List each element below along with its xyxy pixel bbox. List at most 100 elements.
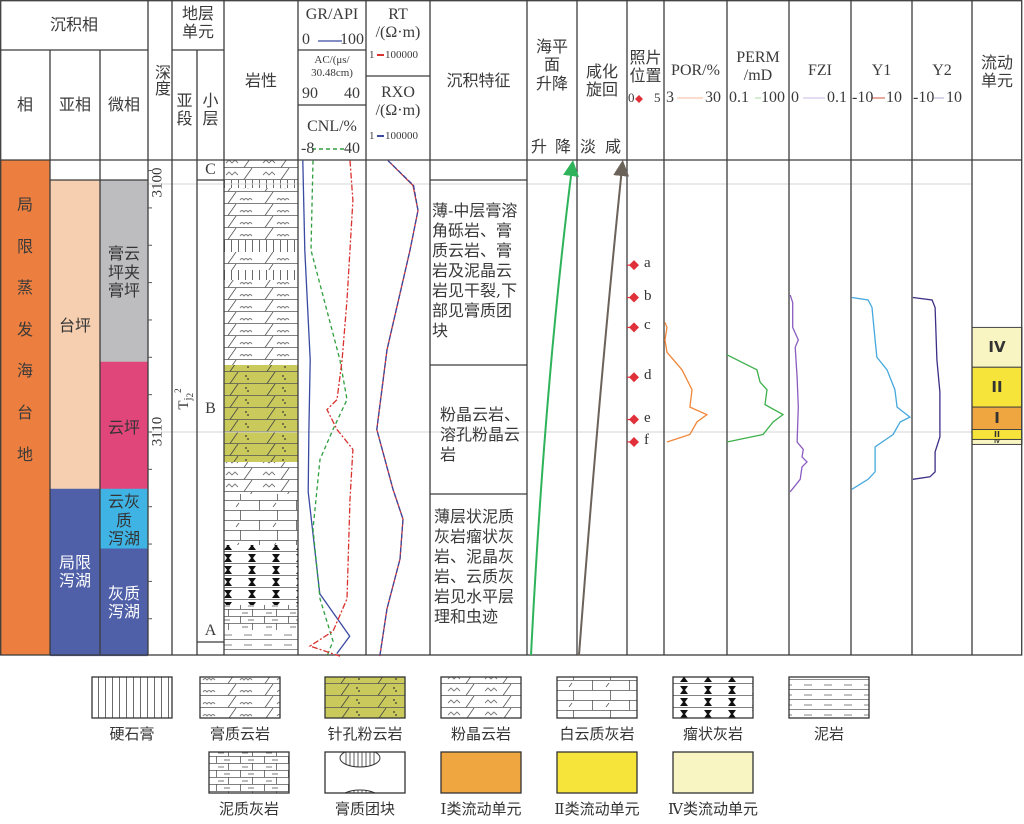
por-curve	[664, 322, 709, 443]
legend-swatch-dolls	[556, 676, 638, 719]
legend-swatch-nodular	[672, 676, 754, 719]
header-perm: PERM /mD	[736, 49, 780, 85]
flow-unit-bands	[971, 326, 1023, 445]
subfacies-bands	[50, 180, 100, 657]
legend	[91, 676, 870, 794]
legend-label: 瘤状灰岩	[682, 725, 743, 743]
legend-swatch-flow-unit	[440, 751, 522, 794]
header-por: POR/%	[671, 62, 720, 79]
header-gr-label: GR/API	[305, 6, 359, 23]
photo-label: e	[644, 409, 651, 426]
litho-layer-anhydrite	[224, 270, 298, 280]
header-ac-max: 40	[344, 85, 360, 102]
litho-layer-nodular-limestone	[224, 545, 298, 605]
legend-label: 泥岩	[813, 725, 844, 743]
sub-member-superscript: 2	[173, 388, 183, 393]
litho-layer-anhydrite	[224, 240, 298, 252]
legend-swatch-nodule	[324, 751, 406, 794]
header-rxo-max: 100000	[385, 130, 418, 142]
photo-label: f	[644, 431, 649, 448]
lithology-column	[224, 160, 298, 655]
feature-text-lower: 薄层状泥质灰岩瘤状灰岩、泥晶灰岩、云质灰岩见水平层理和虫迹	[434, 507, 515, 626]
sub-member-j: j	[182, 397, 194, 401]
litho-layer-pinhole-dolomite	[224, 365, 298, 462]
header-y1-min: -10	[852, 89, 874, 106]
header-flow-unit: 流动 单元	[980, 53, 1013, 91]
small-layer-b: B	[205, 400, 216, 417]
header-cnl-label: CNL/%	[307, 118, 357, 135]
microfacies-label: 云坪	[107, 417, 140, 437]
feature-text-middle: 粉晶云岩、溶孔粉晶云岩	[440, 405, 521, 464]
log-curves	[302, 160, 941, 657]
subfacies-band	[50, 180, 100, 492]
legend-swatch-gypdol	[199, 676, 281, 719]
litho-layer-mudstone	[224, 630, 298, 655]
photo-label: c	[644, 317, 651, 334]
microfacies-label: 云灰 质 泻湖	[107, 492, 140, 548]
header-facies: 相	[16, 95, 33, 114]
header-sea-level-rise: 升	[531, 137, 548, 156]
microfacies-band	[100, 361, 148, 492]
flow-unit-label: IV	[988, 338, 1006, 357]
rxo-curve	[376, 160, 419, 657]
header-y2-min: -10	[913, 89, 935, 106]
legend-label: 针孔粉云岩	[327, 725, 403, 743]
header-sea-level-fall: 降	[555, 137, 572, 156]
header-por-max: 30	[705, 89, 721, 106]
photo-label: a	[644, 255, 651, 272]
subfacies-label: 局限 泻湖	[58, 552, 91, 591]
header-perm-min: 0.1	[729, 89, 749, 106]
microfacies-label: 灰质 泻湖	[107, 583, 140, 622]
header-perm-max: 100	[761, 89, 785, 106]
header-gr-min: 0	[302, 31, 310, 48]
header-salinity-saline: 咸	[605, 137, 622, 156]
legend-swatch-flow-unit	[672, 751, 754, 794]
depth-label-3100: 3100	[149, 167, 166, 198]
microfacies-band	[100, 180, 148, 365]
legend-label: 硬石膏	[109, 725, 155, 743]
litho-layer-silt-dolomite	[224, 462, 298, 494]
photo-legend-diamond-icon	[635, 95, 643, 103]
header-photo-min: 0	[628, 90, 635, 105]
header-fzi-min: 0	[791, 89, 799, 106]
y1-curve	[851, 296, 912, 490]
flow-unit-label: IV	[994, 438, 1000, 445]
photo-diamond-icon	[629, 414, 639, 425]
salinity-curve	[578, 160, 630, 656]
subfacies-label: 台坪	[58, 316, 91, 336]
flow-unit-label: I	[994, 409, 1000, 428]
header-sub-member: 亚 段	[176, 91, 193, 129]
header-cnl-min: -8	[301, 140, 315, 157]
y2-curve	[912, 296, 941, 480]
legend-label: Ⅰ类流动单元	[440, 800, 522, 818]
sub-member-label: Tj22	[173, 379, 195, 419]
flow-unit-label: II	[994, 429, 1000, 439]
facies-band	[0, 160, 50, 655]
gr-curve	[302, 160, 351, 654]
litho-layer-gypsum-dolomite	[224, 252, 298, 270]
header-gr-max: 100	[340, 31, 364, 48]
photo-label: d	[644, 367, 652, 384]
header-rxo-min: 1	[369, 130, 375, 142]
microfacies-band	[100, 488, 148, 552]
header-y2-max: 10	[946, 89, 962, 106]
header-rt-label: RT /(Ω·m)	[375, 6, 421, 42]
perm-curve	[726, 354, 785, 443]
header-y2: Y2	[932, 62, 952, 79]
legend-label: 膏质团块	[334, 800, 395, 818]
subfacies-band	[50, 488, 100, 657]
header-fzi: FZI	[808, 62, 832, 79]
rt-curve	[376, 160, 419, 657]
photo-label: b	[644, 287, 652, 304]
header-fzi-max: 0.1	[827, 89, 847, 106]
depth-label-3110: 3110	[149, 416, 166, 447]
depth-ticks	[148, 170, 152, 620]
sub-member-name: T	[176, 400, 192, 410]
legend-label: 白云质灰岩	[559, 725, 635, 743]
header-subfacies: 亚相	[58, 95, 91, 114]
legend-swatch-flow-unit	[556, 751, 638, 794]
litho-layer-marly-limestone	[224, 605, 298, 630]
header-salinity-fresh: 淡	[580, 137, 597, 156]
